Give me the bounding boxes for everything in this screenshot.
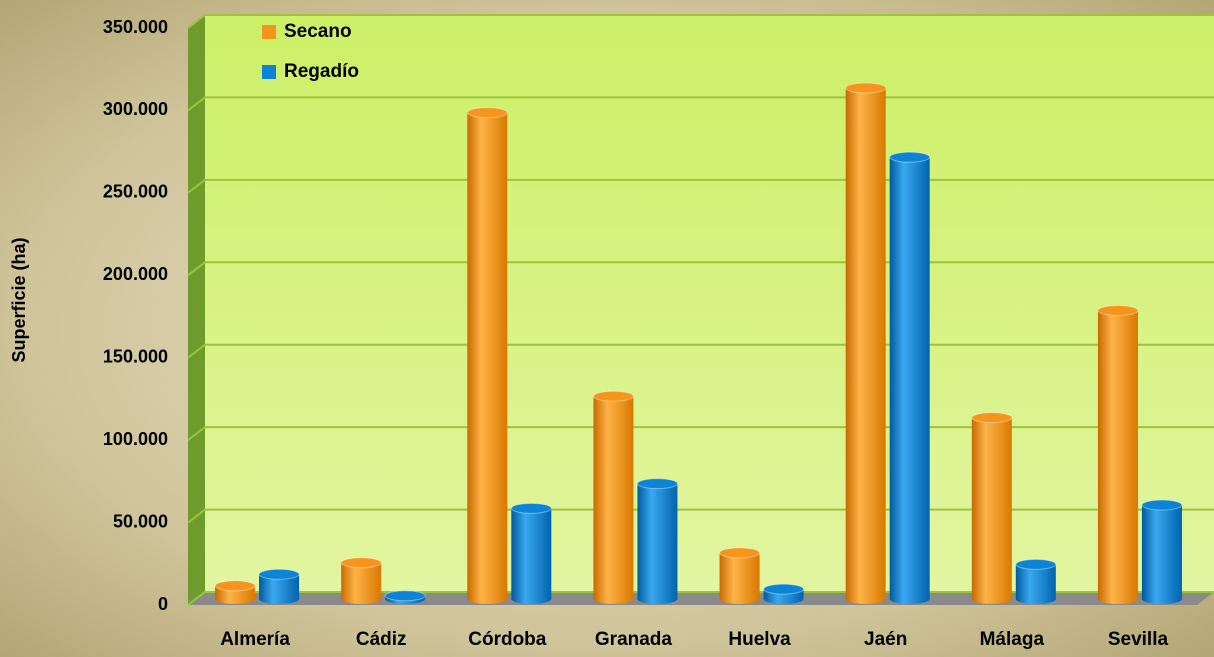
bar-cap: [214, 580, 256, 592]
bar: [1097, 310, 1138, 599]
legend-label: Secano: [284, 21, 352, 42]
bar-base: [845, 594, 886, 604]
bar: [1141, 505, 1182, 599]
bar-cap: [384, 590, 426, 602]
bar: [889, 157, 930, 599]
bar-base: [215, 594, 256, 604]
bar-cap: [592, 390, 634, 402]
bar-cap: [763, 583, 805, 595]
bar-base: [763, 594, 804, 604]
bar: [593, 396, 634, 599]
bar-cap: [889, 151, 931, 163]
bar-base: [511, 594, 552, 604]
y-tick-label: 350.000: [103, 17, 168, 37]
legend-swatch: [262, 25, 276, 39]
bar-base: [1141, 594, 1182, 604]
bar-cap: [1015, 558, 1057, 570]
bar-cap: [719, 547, 761, 559]
plot-side-wall: [188, 15, 205, 605]
bar-cap: [1097, 305, 1139, 316]
bar-cap: [1141, 499, 1183, 511]
bar-base: [971, 594, 1012, 604]
legend-label: Regadío: [284, 61, 359, 82]
bar: [845, 87, 886, 599]
x-tick-label: Granada: [595, 629, 673, 650]
bar: [971, 417, 1012, 599]
bar-base: [637, 594, 678, 604]
bar: [637, 483, 678, 599]
y-tick-label: 300.000: [103, 99, 168, 119]
bar-base: [1097, 594, 1138, 604]
bar-cap: [510, 502, 552, 514]
y-tick-label: 250.000: [103, 182, 168, 202]
plot-floor: [188, 592, 1214, 605]
y-axis-title: Superficie (ha): [9, 237, 29, 362]
x-tick-label: Jaén: [864, 629, 907, 650]
bar: [1015, 564, 1056, 599]
x-tick-label: Córdoba: [468, 629, 547, 650]
x-tick-label: Almería: [220, 629, 290, 650]
grid-line: [187, 14, 1214, 29]
bar: [467, 112, 508, 600]
y-tick-label: 50.000: [113, 511, 168, 531]
x-tick-label: Huelva: [728, 629, 791, 650]
bar-base: [259, 594, 300, 604]
y-tick-label: 0: [158, 594, 168, 614]
x-tick-label: Sevilla: [1108, 629, 1169, 650]
bar-base: [467, 594, 508, 604]
x-tick-label: Málaga: [980, 629, 1045, 650]
y-tick-label: 100.000: [103, 429, 168, 449]
y-tick-label: 150.000: [103, 346, 168, 366]
bar-base: [889, 594, 930, 604]
y-tick-label: 200.000: [103, 264, 168, 284]
legend-swatch: [262, 65, 276, 79]
bar-cap: [636, 478, 678, 490]
bar: [511, 508, 552, 599]
bar-cap: [340, 557, 382, 569]
bar-cap: [258, 568, 300, 580]
bar-base: [719, 594, 760, 604]
bar-cap: [466, 107, 508, 119]
plot-back-wall: [205, 15, 1214, 592]
bar-base: [593, 594, 634, 604]
plot: 0 50.000 100.000 150.000 200.000 250.000 300.0…: [103, 14, 1214, 650]
bar-cap: [845, 82, 887, 94]
x-tick-label: Cádiz: [356, 629, 407, 650]
bar-base: [341, 594, 382, 604]
bar-base: [1015, 594, 1056, 604]
bar-cap: [971, 412, 1013, 424]
bar: [341, 562, 382, 599]
bar: [719, 552, 760, 599]
